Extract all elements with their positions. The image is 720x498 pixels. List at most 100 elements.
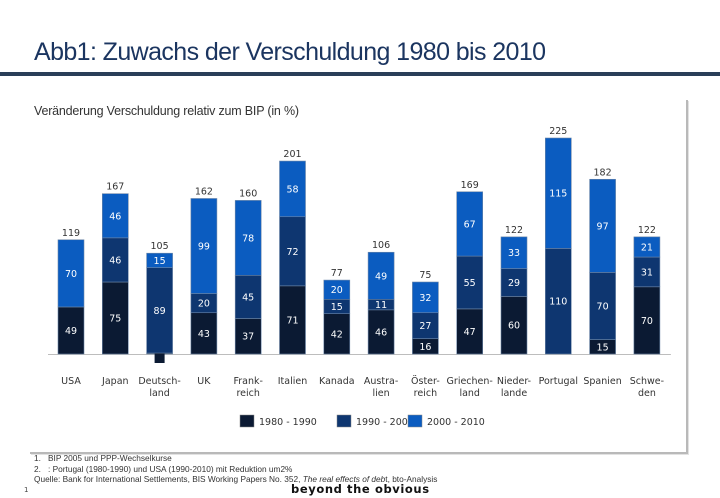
segment-label: 42 <box>331 329 343 340</box>
category-label: lande <box>501 388 528 399</box>
bar-segment <box>279 285 306 355</box>
segment-label: 27 <box>419 321 431 332</box>
category-label: reich <box>414 388 437 399</box>
total-label: 162 <box>195 186 213 197</box>
total-label: 119 <box>62 228 80 239</box>
segment-label: 55 <box>464 278 476 289</box>
category-label: Italien <box>278 376 308 387</box>
segment-label: 97 <box>597 221 609 232</box>
brand-tagline: beyond the obvious <box>291 482 430 496</box>
category-label: land <box>459 388 480 399</box>
bar-segment <box>412 281 439 314</box>
chart-title: Veränderung Verschuldung relativ zum BIP… <box>34 104 299 118</box>
chart-panel <box>30 100 688 454</box>
segment-label: 78 <box>242 233 254 244</box>
bar-segment <box>633 236 661 258</box>
segment-label: 31 <box>641 267 653 278</box>
bar-segment <box>500 236 528 269</box>
bar-segment <box>500 296 528 355</box>
category-label: UK <box>197 376 211 387</box>
bar-segment <box>589 272 616 340</box>
category-label: Griechen- <box>447 376 493 387</box>
total-label: 167 <box>106 182 124 193</box>
segment-label: 29 <box>508 278 520 289</box>
total-label: 169 <box>461 180 479 191</box>
segment-label: 70 <box>65 269 77 280</box>
page-number: 1 <box>24 486 29 494</box>
bar-segment <box>323 279 351 300</box>
segment-label: 46 <box>109 211 121 222</box>
segment-label: 99 <box>198 242 210 253</box>
category-label: Deutsch- <box>138 376 181 387</box>
segment-label: 45 <box>242 292 254 303</box>
segment-label: 89 <box>154 306 166 317</box>
category-label: Kanada <box>319 376 355 387</box>
bar-segment <box>102 281 129 355</box>
footnote-1: 1. BIP 2005 und PPP-Wechselkurse <box>34 453 172 463</box>
total-label: 105 <box>151 241 169 252</box>
segment-label: 20 <box>331 285 343 296</box>
segment-label: 37 <box>242 332 254 343</box>
bar-segment <box>102 237 129 283</box>
page-title: Abb1: Zuwachs der Verschuldung 1980 bis … <box>34 38 546 66</box>
category-label: den <box>638 388 656 399</box>
segment-label: 49 <box>65 326 77 337</box>
segment-label: 32 <box>419 293 431 304</box>
source-line: Quelle: Bank for International Settlemen… <box>34 474 438 484</box>
legend-label: 1990 - 2000 <box>356 417 414 428</box>
segment-label: 49 <box>375 271 387 282</box>
segment-label: 67 <box>464 219 476 230</box>
segment-label: 75 <box>109 314 121 325</box>
segment-label: 47 <box>464 327 476 338</box>
segment-label: 15 <box>154 256 166 267</box>
segment-label: 70 <box>597 302 609 313</box>
bar-segment <box>57 239 85 308</box>
total-label: 160 <box>239 188 257 199</box>
segment-label: 33 <box>508 248 520 259</box>
category-label: Frank- <box>233 376 262 387</box>
bar-segment <box>234 200 262 276</box>
legend-label: 1980 - 1990 <box>259 417 317 428</box>
bar-segment <box>456 191 484 257</box>
bar-segment <box>589 178 616 273</box>
bar-segment <box>146 252 173 268</box>
segment-label: 15 <box>331 302 343 313</box>
category-label: Nieder- <box>497 376 531 387</box>
bar-segment <box>500 268 528 297</box>
segment-label: 46 <box>109 255 121 266</box>
bar-segment <box>102 193 129 239</box>
category-label: lien <box>373 388 390 399</box>
segment-label: 71 <box>286 315 298 326</box>
legend-swatch <box>239 414 255 428</box>
bar-segment <box>234 318 262 355</box>
category-label: Portugal <box>539 376 578 387</box>
category-label: Japan <box>101 376 129 387</box>
bar-segment <box>367 309 395 355</box>
bar-segment <box>146 267 173 354</box>
total-label: 122 <box>505 225 523 236</box>
total-label: 106 <box>372 240 390 251</box>
bar-segment <box>412 312 439 339</box>
bar-segment <box>456 308 484 355</box>
bar-segment <box>633 256 661 288</box>
segment-label: 20 <box>198 299 210 310</box>
segment-label: 110 <box>549 297 567 308</box>
segment-label: 16 <box>419 342 431 353</box>
segment-label: 11 <box>375 300 387 311</box>
segment-label: 21 <box>641 242 653 253</box>
segment-label: 58 <box>286 184 298 195</box>
total-label: 201 <box>283 149 301 160</box>
category-label: Austra- <box>364 376 398 387</box>
total-label: 75 <box>419 270 431 281</box>
segment-label: 46 <box>375 327 387 338</box>
total-label: 122 <box>638 225 656 236</box>
bar-segment <box>279 160 306 218</box>
segment-label: 70 <box>641 316 653 327</box>
segment-label: 15 <box>597 342 609 353</box>
total-label: 77 <box>331 268 343 279</box>
bar-segment <box>544 137 572 249</box>
category-label: reich <box>236 388 259 399</box>
category-label: Schwe- <box>630 376 664 387</box>
segment-label: 115 <box>549 189 567 200</box>
footnotes: 1. BIP 2005 und PPP-Wechselkurse 2.: Port… <box>34 453 437 485</box>
